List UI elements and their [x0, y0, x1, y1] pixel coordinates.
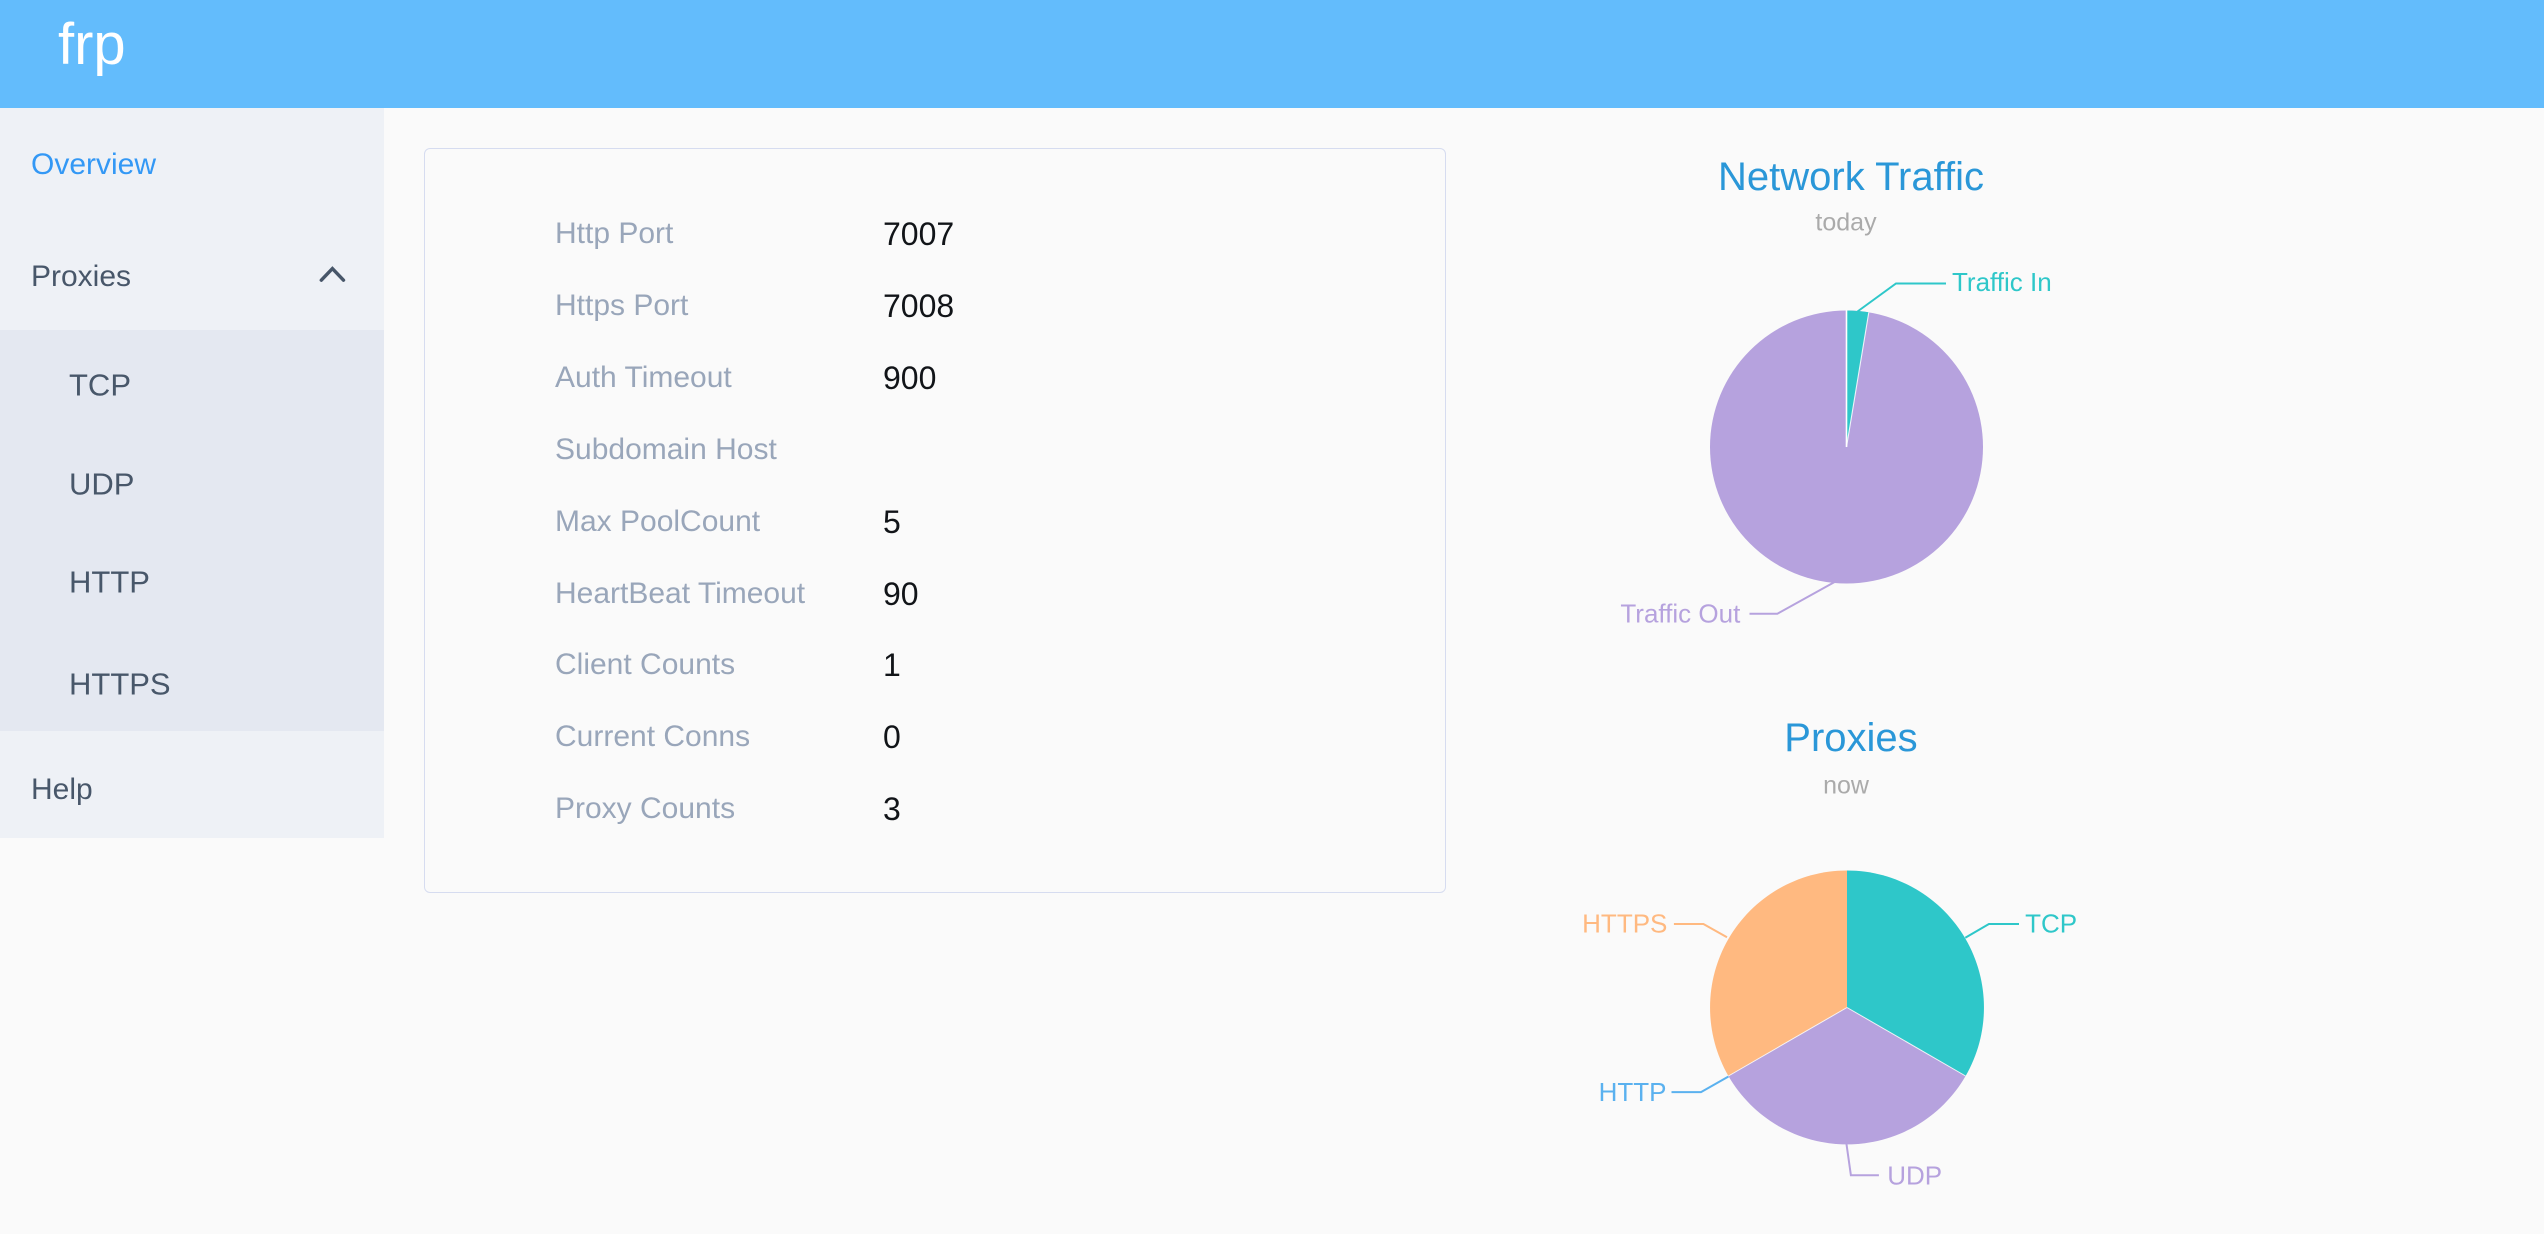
svg-text:Traffic Out: Traffic Out [1620, 598, 1741, 628]
svg-text:HTTPS: HTTPS [1582, 909, 1667, 939]
svg-text:UDP: UDP [1887, 1161, 1942, 1191]
svg-text:HTTP: HTTP [1599, 1077, 1667, 1107]
svg-text:Traffic In: Traffic In [1952, 267, 2052, 297]
svg-text:TCP: TCP [2025, 909, 2077, 939]
